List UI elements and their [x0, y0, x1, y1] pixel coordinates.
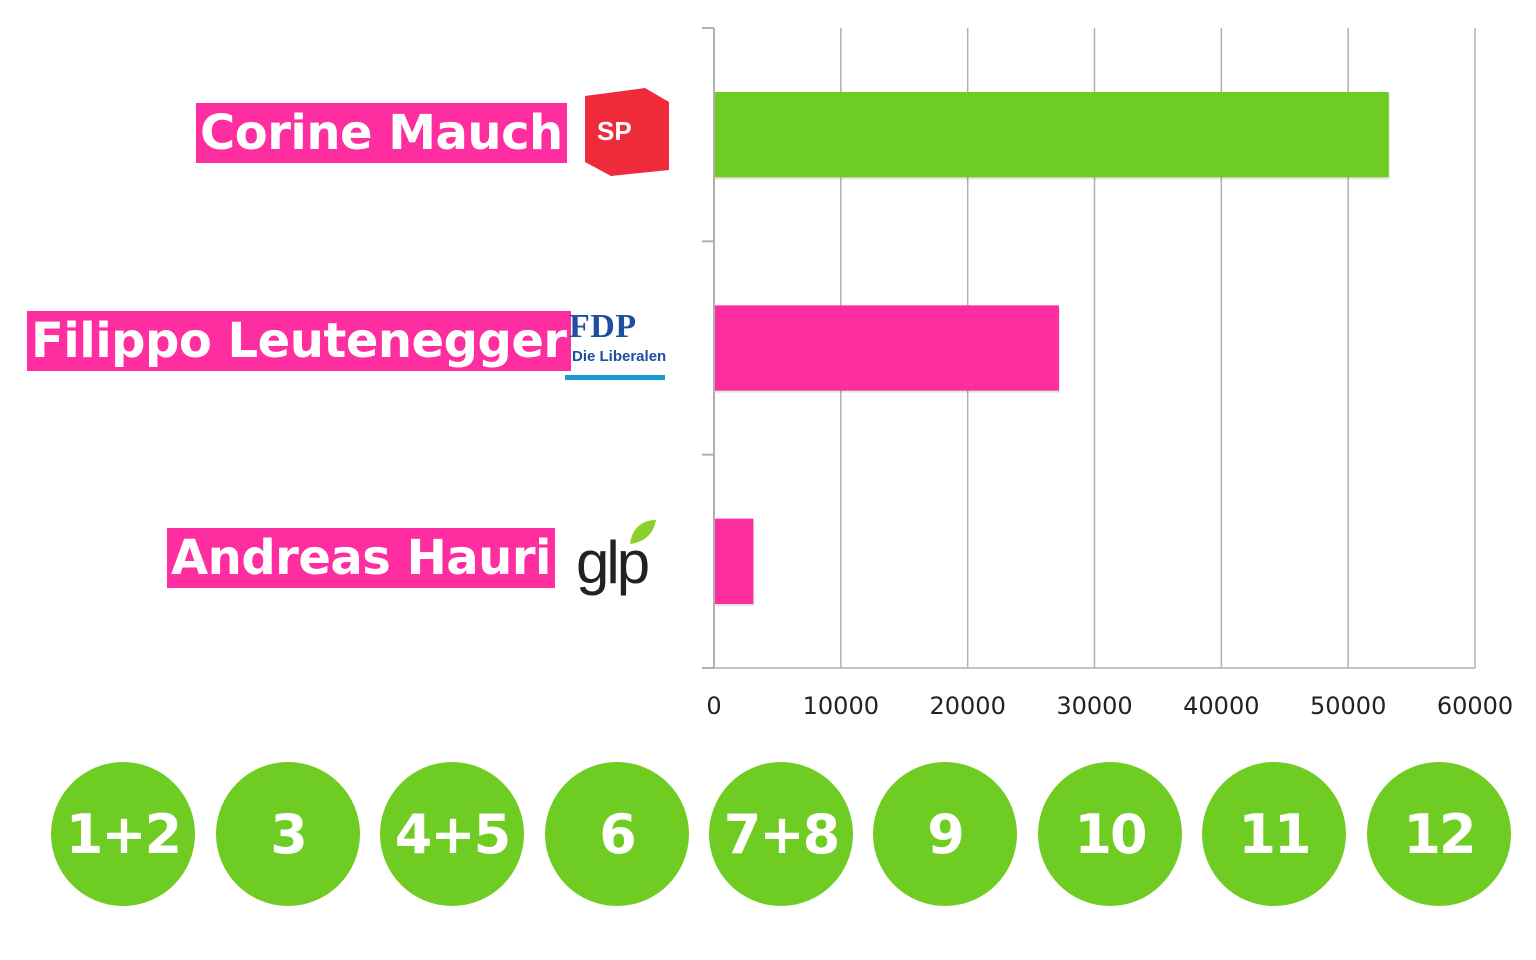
district-button[interactable]: 7+8	[709, 762, 853, 906]
fdp-logo-icon: FDP Die Liberalen	[564, 308, 668, 384]
sp-logo-text: SP	[597, 116, 632, 146]
bar-andreas-hauri	[715, 518, 754, 604]
sp-logo-icon: SP	[585, 88, 669, 176]
x-tick-label: 60000	[1437, 692, 1513, 720]
x-tick-label: 30000	[1056, 692, 1132, 720]
leaf-icon	[630, 520, 656, 544]
district-button[interactable]: 9	[873, 762, 1017, 906]
bar-corine-mauch	[715, 92, 1389, 178]
fdp-logo-rule	[565, 375, 665, 380]
fdp-logo-text: FDP	[569, 308, 637, 345]
district-button[interactable]: 6	[545, 762, 689, 906]
district-button[interactable]: 10	[1038, 762, 1182, 906]
x-tick-label: 20000	[929, 692, 1005, 720]
district-button[interactable]: 4+5	[380, 762, 524, 906]
x-tick-label: 0	[706, 692, 721, 720]
district-button[interactable]: 12	[1367, 762, 1511, 906]
district-button[interactable]: 11	[1202, 762, 1346, 906]
glp-logo-text: glp	[576, 529, 650, 596]
glp-logo-icon: glp	[574, 518, 664, 608]
x-tick-label: 50000	[1310, 692, 1386, 720]
candidate-label-hauri: Andreas Hauri	[167, 528, 555, 588]
bar-filippo-leutenegger	[715, 305, 1059, 391]
fdp-logo-subtext: Die Liberalen	[572, 348, 667, 365]
district-button[interactable]: 1+2	[51, 762, 195, 906]
x-tick-label: 10000	[803, 692, 879, 720]
bar-chart: 0 10000 20000 30000 40000 50000 60000	[702, 27, 1513, 720]
candidate-label-leutenegger: Filippo Leutenegger	[27, 311, 571, 371]
candidate-label-mauch: Corine Mauch	[196, 103, 567, 163]
x-tick-label: 40000	[1183, 692, 1259, 720]
district-button[interactable]: 3	[216, 762, 360, 906]
